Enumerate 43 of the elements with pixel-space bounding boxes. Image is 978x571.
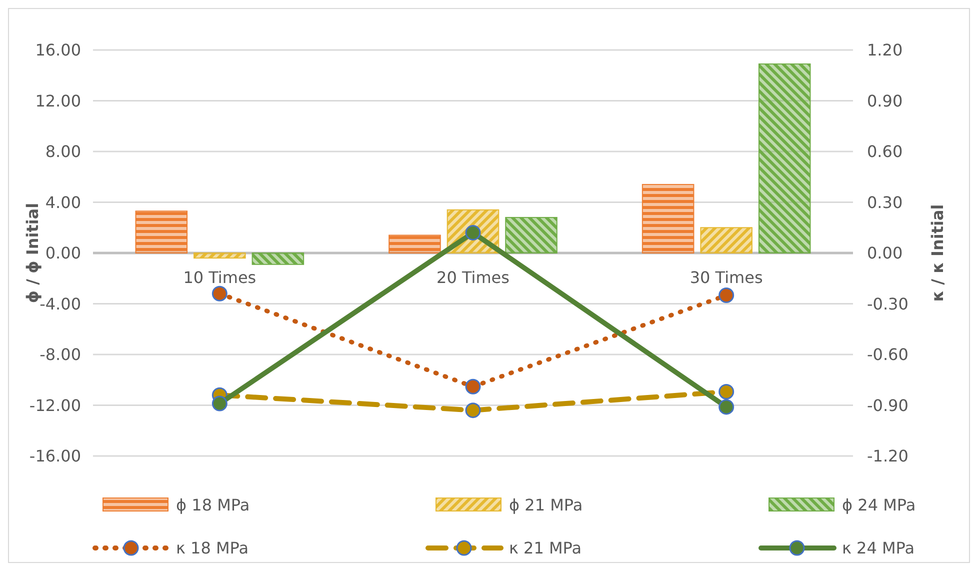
legend-label: ϕ 21 MPa — [509, 496, 583, 515]
bar — [252, 252, 304, 265]
bar — [505, 216, 558, 254]
y-tick-label: 12.00 — [35, 91, 81, 110]
point — [212, 286, 228, 302]
y2-axis-title: κ / κ Initial — [928, 204, 947, 302]
point — [718, 399, 734, 415]
bar — [194, 252, 246, 259]
y-tick-label: -8.00 — [40, 345, 81, 364]
y2-tick-label: 0.00 — [867, 244, 903, 263]
point — [465, 402, 481, 418]
y-tick-label: -16.00 — [29, 446, 81, 466]
legend-label: κ 24 MPa — [842, 538, 914, 558]
y2-tick-label: -0.60 — [867, 345, 908, 364]
point — [718, 384, 734, 400]
bar — [388, 234, 441, 254]
y2-tick-label: -1.20 — [867, 446, 908, 466]
bar — [700, 227, 752, 254]
y-tick-label: 16.00 — [35, 40, 81, 60]
bar — [642, 184, 694, 254]
y2-tick-label: 0.30 — [867, 192, 903, 212]
y-tick-label: 4.00 — [45, 192, 81, 212]
point — [212, 396, 228, 412]
x-tick-label: 20 Times — [436, 268, 510, 287]
x-tick-label: 10 Times — [183, 268, 256, 287]
y-tick-label: 8.00 — [45, 142, 81, 162]
y-tick-label: 0.00 — [45, 244, 81, 263]
legend-label: κ 18 MPa — [176, 538, 248, 558]
y2-tick-label: -0.30 — [867, 294, 908, 314]
y2-tick-label: -0.90 — [867, 396, 908, 415]
y2-tick-label: 0.90 — [867, 91, 903, 110]
point — [718, 288, 734, 304]
bar — [758, 63, 811, 254]
y-axis-title: ϕ / ϕ Initial — [23, 202, 42, 304]
point — [465, 378, 481, 394]
legend-label: ϕ 18 MPa — [176, 496, 250, 515]
y2-tick-label: 1.20 — [867, 40, 903, 60]
bar — [135, 210, 188, 254]
y2-tick-label: 0.60 — [867, 142, 903, 162]
legend-label: ϕ 24 MPa — [842, 496, 916, 515]
y-tick-label: -12.00 — [29, 396, 81, 415]
x-tick-label: 30 Times — [690, 268, 763, 287]
legend-label: κ 21 MPa — [509, 538, 582, 558]
